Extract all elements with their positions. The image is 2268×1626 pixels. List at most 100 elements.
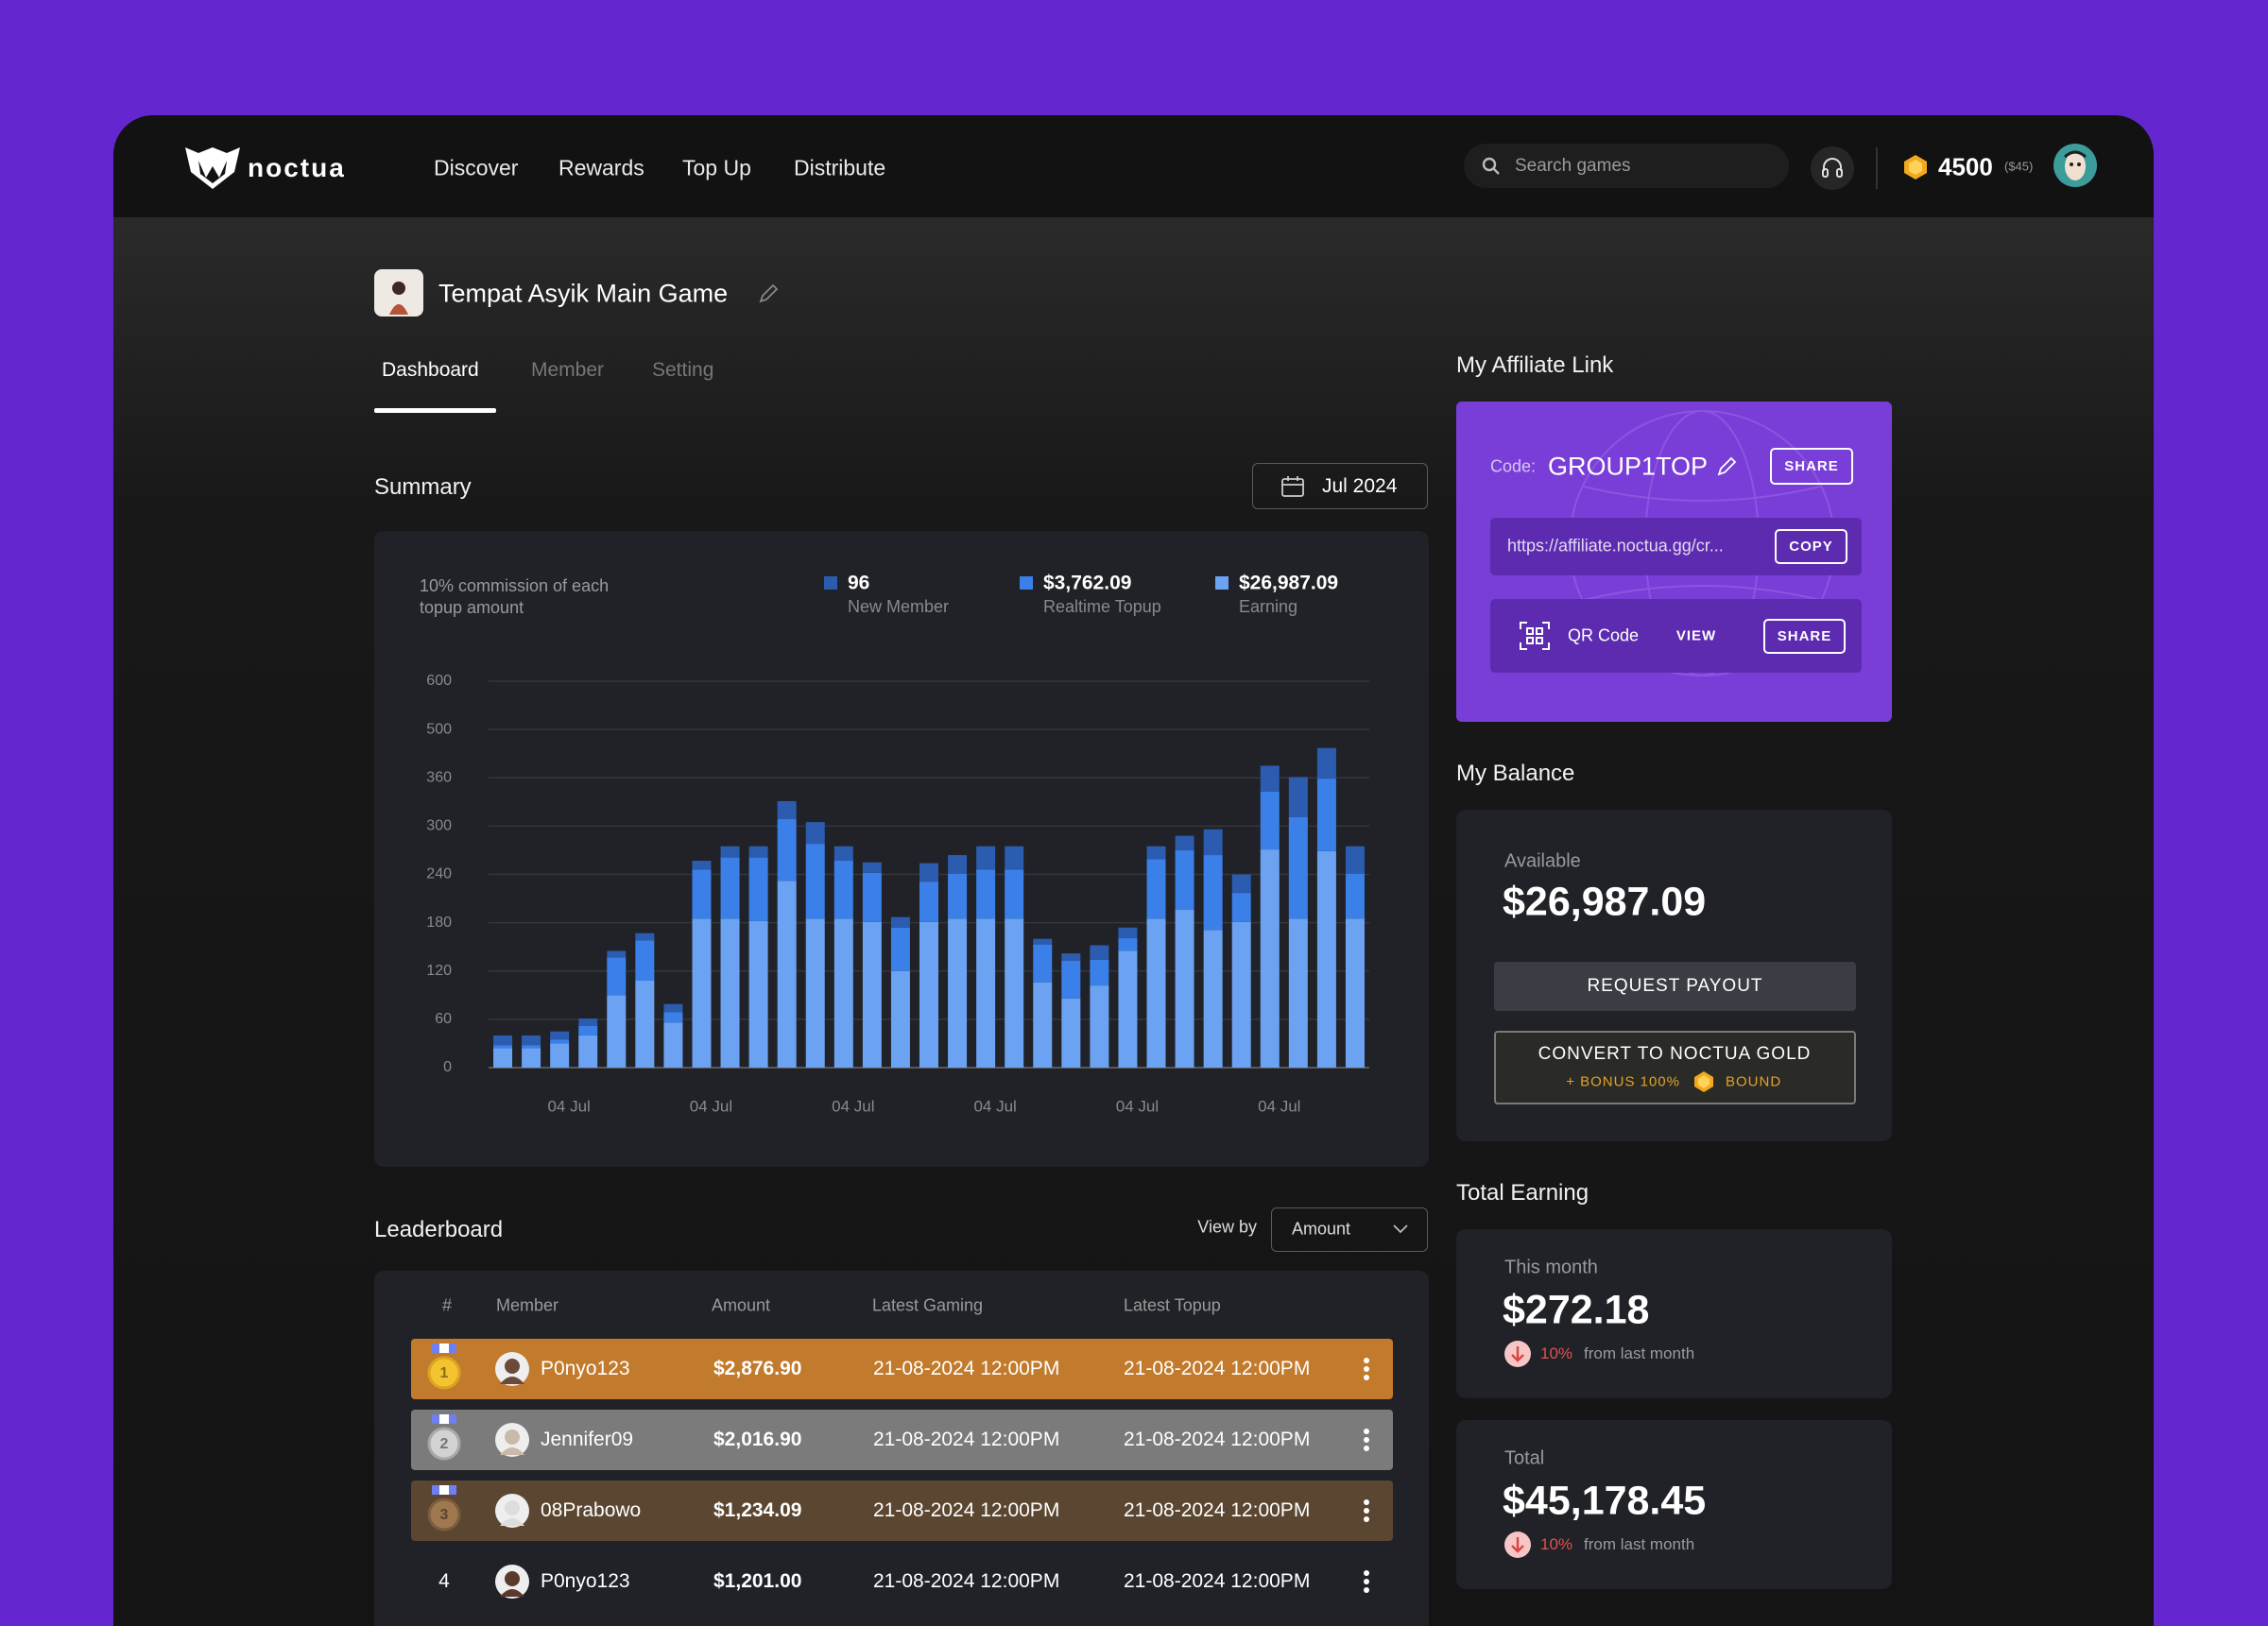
member-name: 08Prabowo — [541, 1499, 642, 1521]
leaderboard-row[interactable] — [411, 1410, 1393, 1470]
row-menu[interactable] — [1363, 1357, 1370, 1381]
amount: $1,201.00 — [713, 1570, 802, 1592]
bar-segment — [1061, 960, 1081, 999]
latest-topup: 21-08-2024 12:00PM — [1124, 1429, 1311, 1450]
row-menu[interactable] — [1363, 1498, 1370, 1523]
support-button[interactable] — [1811, 146, 1854, 190]
rank: 4 — [438, 1570, 450, 1592]
bar-segment — [748, 920, 768, 1068]
bar-segment — [635, 940, 655, 981]
bar-segment — [1345, 918, 1365, 1068]
tab[interactable]: Dashboard — [382, 359, 479, 381]
share-button[interactable]: SHARE — [1770, 448, 1853, 485]
bar-segment — [663, 1022, 683, 1068]
leaderboard-row[interactable] — [411, 1339, 1393, 1399]
nav-link[interactable]: Top Up — [682, 155, 751, 180]
bar-segment — [1288, 918, 1308, 1068]
view-qr-button[interactable]: VIEW — [1675, 627, 1717, 644]
section-title: My Balance — [1456, 761, 1575, 786]
bar-segment — [1146, 846, 1166, 860]
leaderboard-row[interactable] — [411, 1481, 1393, 1541]
nav-link[interactable]: Rewards — [558, 155, 644, 180]
convert-label[interactable]: CONVERT TO NOCTUA GOLD — [1538, 1044, 1812, 1064]
bar-segment — [1203, 829, 1223, 856]
rank: 2 — [439, 1436, 449, 1452]
chevron-icon — [1393, 1224, 1408, 1234]
gold-coin-icon — [1694, 1071, 1713, 1092]
search-placeholder[interactable]: Search games — [1515, 156, 1631, 176]
bound-label: BOUND — [1726, 1073, 1782, 1090]
tab[interactable]: Member — [531, 359, 605, 381]
copy-button[interactable]: COPY — [1775, 529, 1847, 564]
x-tick-label: 04 Jul — [547, 1097, 590, 1115]
bar-segment — [1005, 869, 1024, 919]
bar-segment — [1260, 849, 1280, 1068]
bar-segment — [692, 918, 712, 1068]
logo-text[interactable]: noctua — [248, 153, 346, 182]
bar-segment — [890, 916, 910, 928]
bar-segment — [692, 861, 712, 870]
earning-label: This month — [1504, 1257, 1598, 1278]
bar-segment — [607, 995, 627, 1068]
url-box — [1490, 518, 1862, 575]
nav-link[interactable]: Discover — [434, 155, 519, 180]
bar-segment — [1005, 918, 1024, 1068]
gold-balance-usd: ($45) — [2004, 159, 2034, 174]
row-menu[interactable] — [1363, 1428, 1370, 1452]
earning-label: Total — [1504, 1447, 1545, 1469]
amount: $2,016.90 — [713, 1429, 802, 1450]
earning-card — [1456, 1229, 1892, 1398]
edit-icon[interactable] — [1715, 455, 1738, 478]
bar-segment — [663, 1012, 683, 1023]
date-value[interactable]: Jul 2024 — [1322, 475, 1398, 497]
view-by-label: View by — [1197, 1217, 1257, 1237]
bonus-label: + BONUS 100% — [1566, 1073, 1680, 1090]
logo-icon[interactable] — [183, 144, 242, 191]
bar-segment — [493, 1035, 513, 1046]
available-label: Available — [1504, 850, 1581, 872]
bar-segment — [522, 1045, 541, 1049]
search-box[interactable] — [1464, 144, 1789, 188]
change-percent: 10% — [1540, 1535, 1573, 1553]
tab[interactable]: Setting — [652, 359, 714, 381]
edit-icon[interactable] — [757, 282, 780, 305]
latest-topup: 21-08-2024 12:00PM — [1124, 1499, 1311, 1521]
bar-segment — [663, 1003, 683, 1013]
nav-link[interactable]: Distribute — [794, 155, 886, 180]
bar-segment — [833, 861, 853, 919]
payout-button[interactable]: REQUEST PAYOUT — [1494, 962, 1856, 1011]
date-picker[interactable] — [1252, 463, 1428, 509]
bar-segment — [748, 857, 768, 921]
bar-segment — [1146, 859, 1166, 919]
row-menu[interactable] — [1363, 1569, 1370, 1594]
bar-segment — [607, 957, 627, 996]
view-by-dropdown[interactable] — [1271, 1207, 1428, 1252]
bar-segment — [805, 918, 825, 1068]
share-qr-button[interactable]: SHARE — [1763, 619, 1846, 654]
bar-segment — [522, 1035, 541, 1046]
x-tick-label: 04 Jul — [832, 1097, 874, 1115]
bar-segment — [493, 1048, 513, 1068]
bar-segment — [1345, 873, 1365, 919]
bar-segment — [578, 1018, 598, 1026]
user-avatar[interactable] — [2053, 144, 2097, 187]
convert-button[interactable] — [1494, 1031, 1856, 1104]
bar-segment — [1061, 998, 1081, 1068]
bar-segment — [493, 1045, 513, 1049]
section-title: Leaderboard — [374, 1217, 504, 1242]
x-tick-label: 04 Jul — [973, 1097, 1016, 1115]
tab-underline — [374, 408, 496, 413]
latest-topup: 21-08-2024 12:00PM — [1124, 1358, 1311, 1379]
calendar-icon — [1281, 476, 1304, 497]
bar-segment — [578, 1025, 598, 1036]
bar-segment — [1203, 930, 1223, 1068]
member-name: P0nyo123 — [541, 1358, 630, 1379]
qr-icon — [1520, 622, 1550, 650]
gold-balance: 4500 — [1938, 152, 1993, 181]
latest-gaming: 21-08-2024 12:00PM — [873, 1429, 1060, 1450]
bar-segment — [1090, 945, 1109, 960]
view-by-value[interactable]: Amount — [1292, 1219, 1351, 1239]
amount: $1,234.09 — [713, 1499, 802, 1521]
bar-segment — [1175, 835, 1194, 850]
x-tick-label: 04 Jul — [1258, 1097, 1300, 1115]
